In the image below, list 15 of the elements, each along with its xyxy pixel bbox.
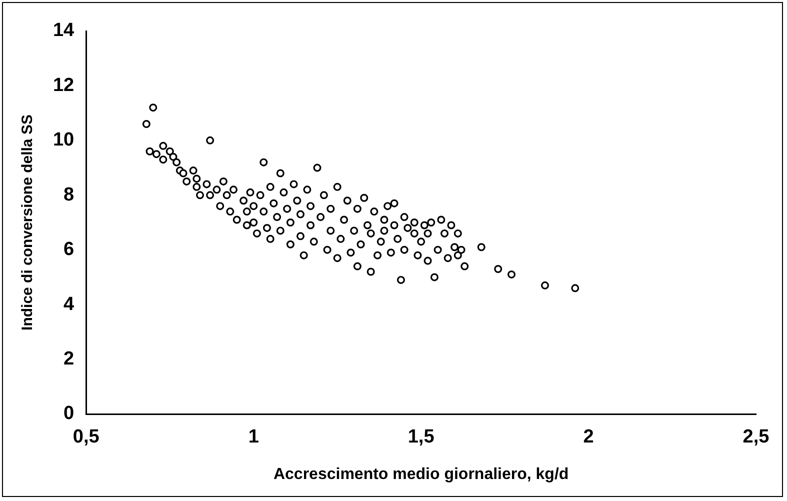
y-tick-label: 4 xyxy=(64,294,75,315)
y-tick-label: 0 xyxy=(64,403,74,424)
y-tick-label: 8 xyxy=(64,184,74,206)
x-tick-label: 2 xyxy=(583,426,594,448)
x-tick-label: 2,5 xyxy=(742,426,770,448)
y-axis-title: Indice di conversione della SS xyxy=(19,114,36,330)
x-tick-label: 1 xyxy=(248,426,260,448)
x-tick-label: 1,5 xyxy=(408,426,435,448)
y-tick-label: 2 xyxy=(64,348,74,370)
x-axis-title: Accrescimento medio giornaliero, kg/d xyxy=(273,466,569,483)
y-tick-label: 12 xyxy=(52,74,74,96)
y-tick-label: 14 xyxy=(52,20,75,42)
y-tick-label: 6 xyxy=(64,239,74,260)
y-tick-label: 10 xyxy=(52,130,74,151)
x-tick-label: 0,5 xyxy=(72,426,100,448)
